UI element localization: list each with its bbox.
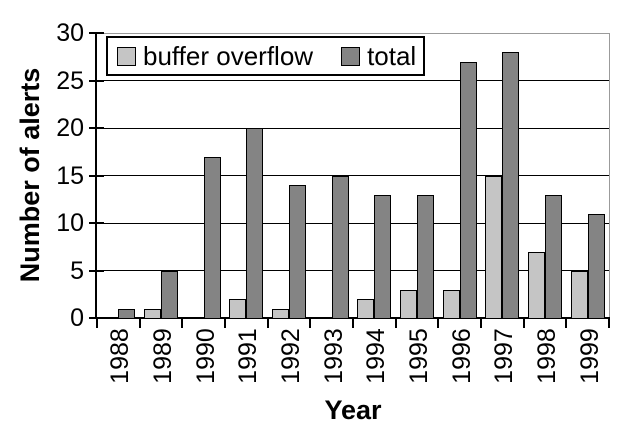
bar-buffer-overflow-1994 bbox=[357, 299, 375, 318]
x-axis-line bbox=[95, 317, 610, 319]
x-tick-label-1989: 1989 bbox=[149, 328, 177, 384]
bar-buffer-overflow-1997 bbox=[485, 175, 503, 318]
x-tick-label-1995: 1995 bbox=[405, 328, 433, 384]
y-tick-5 bbox=[89, 269, 104, 272]
x-tick-10 bbox=[522, 319, 525, 328]
bar-buffer-overflow-1999 bbox=[570, 270, 588, 318]
gridline-25 bbox=[97, 80, 609, 81]
bar-total-1997 bbox=[502, 52, 520, 318]
bar-group-1993 bbox=[310, 33, 353, 318]
x-tick-5 bbox=[309, 319, 312, 328]
x-tick-6 bbox=[352, 319, 354, 328]
bar-group-1997 bbox=[481, 33, 524, 318]
plot-right-border bbox=[609, 33, 610, 318]
legend-swatch-buffer-overflow bbox=[117, 46, 136, 66]
bar-group-1992 bbox=[268, 33, 311, 318]
bar-total-1998 bbox=[544, 194, 562, 318]
x-tick-9 bbox=[480, 319, 482, 328]
legend-swatch-total bbox=[341, 46, 361, 66]
bar-total-1994 bbox=[374, 194, 392, 318]
legend-label-total: total bbox=[367, 41, 417, 71]
x-tick-1 bbox=[138, 319, 141, 328]
bar-buffer-overflow-1998 bbox=[527, 251, 545, 318]
bar-group-1999 bbox=[566, 33, 609, 318]
x-tick-4 bbox=[266, 319, 269, 328]
y-tick-25 bbox=[89, 79, 104, 82]
bar-group-1988 bbox=[97, 33, 140, 318]
legend: buffer overflow total bbox=[106, 36, 425, 76]
bar-group-1989 bbox=[140, 33, 183, 318]
bar-buffer-overflow-1995 bbox=[399, 289, 417, 318]
x-tick-label-1994: 1994 bbox=[362, 328, 391, 384]
bar-total-1989 bbox=[160, 270, 178, 318]
x-tick-2 bbox=[181, 319, 184, 328]
x-tick-11 bbox=[565, 319, 568, 328]
bar-group-1991 bbox=[225, 33, 268, 318]
x-axis-title: Year bbox=[324, 395, 382, 425]
x-tick-label-1988: 1988 bbox=[106, 328, 135, 384]
x-tick-label-1993: 1993 bbox=[319, 328, 348, 384]
y-tick-label-20: 20 bbox=[56, 114, 84, 142]
gridline-10 bbox=[97, 222, 609, 224]
y-tick-30 bbox=[89, 32, 104, 34]
gridline-20 bbox=[97, 127, 609, 129]
y-tick-label-15: 15 bbox=[56, 161, 84, 190]
x-tick-7 bbox=[394, 319, 397, 328]
y-tick-label-30: 30 bbox=[56, 19, 84, 47]
legend-item-total: total bbox=[341, 43, 416, 69]
bar-total-1990 bbox=[203, 156, 221, 318]
y-tick-label-10: 10 bbox=[56, 209, 84, 237]
x-tick-label-1996: 1996 bbox=[447, 328, 476, 384]
x-tick-12 bbox=[608, 319, 610, 328]
bar-group-1995 bbox=[396, 33, 439, 318]
bar-group-1990 bbox=[182, 33, 225, 318]
y-tick-label-0: 0 bbox=[70, 304, 84, 332]
y-tick-0 bbox=[89, 317, 104, 319]
bar-group-1994 bbox=[353, 33, 396, 318]
bar-buffer-overflow-1989 bbox=[143, 308, 161, 318]
gridline-5 bbox=[97, 270, 609, 271]
bar-total-1991 bbox=[246, 128, 264, 318]
y-tick-20 bbox=[89, 127, 104, 129]
bar-buffer-overflow-1991 bbox=[229, 299, 247, 318]
gridline-15 bbox=[97, 175, 609, 176]
x-tick-8 bbox=[437, 319, 440, 328]
bar-total-1988 bbox=[118, 308, 136, 318]
bar-total-1999 bbox=[587, 213, 605, 318]
y-tick-10 bbox=[89, 222, 104, 224]
bar-buffer-overflow-1992 bbox=[271, 308, 289, 318]
bar-total-1993 bbox=[331, 175, 349, 318]
x-tick-label-1990: 1990 bbox=[191, 328, 220, 384]
bar-group-1996 bbox=[438, 33, 481, 318]
bar-total-1996 bbox=[459, 61, 477, 318]
x-tick-label-1997: 1997 bbox=[490, 328, 519, 384]
plot-top-border bbox=[97, 33, 610, 34]
x-tick-label-1991: 1991 bbox=[234, 328, 263, 384]
x-tick-label-1992: 1992 bbox=[277, 328, 305, 384]
bar-group-1998 bbox=[524, 33, 567, 318]
x-tick-label-1998: 1998 bbox=[533, 328, 561, 384]
x-tick-0 bbox=[96, 319, 98, 328]
bar-total-1995 bbox=[416, 194, 434, 318]
x-tick-3 bbox=[224, 319, 226, 328]
legend-label-buffer-overflow: buffer overflow bbox=[143, 41, 314, 71]
bar-buffer-overflow-1996 bbox=[442, 289, 460, 318]
bar-total-1992 bbox=[288, 185, 306, 318]
x-tick-label-1999: 1999 bbox=[575, 328, 604, 384]
y-tick-label-25: 25 bbox=[56, 66, 84, 95]
y-tick-15 bbox=[89, 174, 104, 177]
y-tick-label-5: 5 bbox=[70, 256, 84, 285]
legend-item-buffer-overflow: buffer overflow bbox=[117, 43, 313, 69]
